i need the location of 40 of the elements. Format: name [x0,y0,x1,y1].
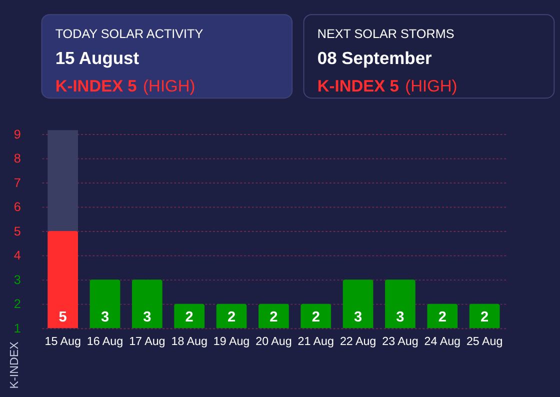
data-label: 5 [58,309,67,326]
y-tick-label: 9 [14,127,21,142]
data-label: 2 [312,309,320,326]
y-axis-title: K-INDEX [8,341,21,389]
x-tick-label: 21 Aug [298,335,334,348]
x-tick-label: 17 Aug [129,335,166,348]
y-tick-label: 1 [14,321,21,336]
text: K-INDEX 5 [55,77,137,96]
text: 08 September [317,48,432,68]
x-tick-label: 20 Aug [256,335,292,348]
y-tick-label: 3 [14,272,21,287]
text: NEXT SOLAR STORMS [317,26,454,41]
text: (HIGH) [405,77,458,96]
data-label: 2 [270,309,278,326]
x-tick-label: 15 Aug [44,335,81,348]
y-tick-label: 4 [14,248,21,263]
data-label: 2 [185,309,194,326]
text: 15 August [55,48,140,68]
x-tick-label: 22 Aug [340,335,376,348]
data-label: 3 [100,309,110,326]
data-label: 3 [143,309,152,326]
data-label: 2 [227,309,236,326]
text: K-INDEX 5 [317,77,399,96]
data-label: 3 [354,309,362,326]
x-tick-label: 25 Aug [466,335,503,348]
y-tick-label: 6 [14,200,21,214]
x-tick-label: 18 Aug [171,335,208,348]
y-tick-label: 5 [14,224,21,238]
data-label: 3 [396,309,404,326]
x-tick-label: 24 Aug [424,335,460,348]
text: (HIGH) [143,77,196,96]
x-tick-label: 23 Aug [382,335,418,348]
y-tick-label: 2 [14,297,21,312]
data-label: 2 [480,309,489,326]
text: TODAY SOLAR ACTIVITY [55,26,204,41]
data-label: 2 [438,309,446,326]
y-tick-label: 8 [14,152,21,166]
y-tick-label: 7 [14,176,21,190]
x-tick-label: 16 Aug [86,335,124,348]
x-tick-label: 19 Aug [213,335,250,348]
